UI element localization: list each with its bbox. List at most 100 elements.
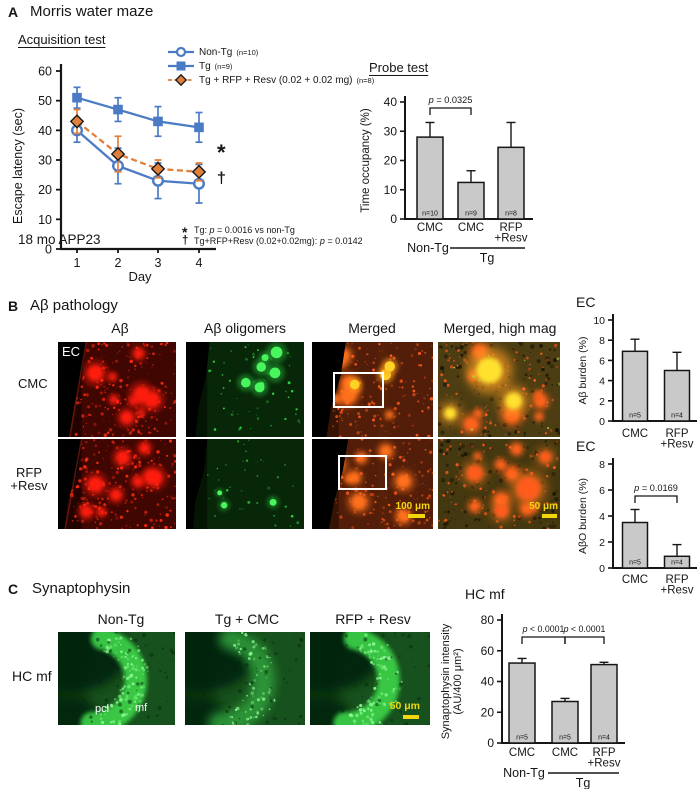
col-header-nontg: Non-Tg [97, 611, 145, 627]
svg-text:p < 0.0001: p < 0.0001 [563, 624, 606, 634]
svg-text:40: 40 [38, 124, 52, 138]
m5-texture [58, 439, 176, 529]
bar [590, 663, 618, 744]
col-header-rfp-resv: RFP + Resv [335, 611, 411, 627]
bar [497, 146, 525, 220]
svg-text:n=4: n=4 [598, 735, 610, 742]
inner-label-mf: mf [135, 702, 148, 714]
svg-text:†: † [182, 235, 188, 247]
mc3-texture [310, 632, 430, 725]
scalebar-c-label: 50 μm [389, 700, 420, 712]
svg-text:Aβ burden (%): Aβ burden (%) [577, 337, 589, 405]
svg-text:8: 8 [599, 335, 605, 347]
legend-label-tg: Tg [199, 60, 211, 72]
panel-b-title: Aβ pathology [30, 297, 118, 314]
panel-c-title: Synaptophysin [32, 580, 131, 597]
svg-text:2: 2 [599, 537, 605, 549]
svg-text:n=4: n=4 [671, 560, 683, 567]
svg-text:60: 60 [38, 65, 52, 79]
bar [508, 662, 536, 744]
region-tag-ec: EC [62, 344, 81, 359]
svg-text:n=5: n=5 [629, 413, 641, 420]
micro-hippo-nontg [58, 632, 175, 725]
micro-rfp-abeta [58, 439, 176, 529]
svg-text:10: 10 [593, 315, 605, 327]
series-open-circle [76, 129, 200, 185]
m4-texture [438, 342, 560, 437]
svg-text:n=5: n=5 [559, 735, 571, 742]
svg-text:Tg: Tg [576, 776, 591, 789]
legend-label-nontg: Non-Tg [199, 46, 233, 58]
svg-text:+Resv: +Resv [495, 233, 528, 245]
row-label-cmc: CMC [18, 376, 48, 391]
svg-text:Tg: p = 0.0016 vs non-Tg: Tg: p = 0.0016 vs non-Tg [194, 225, 295, 235]
acquisition-svg: 0 10 20 30 40 50 60 1 2 3 4 Day Escape latency (sec)… [11, 64, 387, 284]
mc2-texture [185, 632, 305, 725]
panel-a-label: A [8, 4, 19, 20]
svg-text:CMC: CMC [509, 747, 535, 759]
legend-row-nontg: Non-Tg (n=10) [168, 46, 374, 58]
svg-text:RFP: RFP [666, 574, 689, 586]
col-header-merged: Merged [348, 320, 396, 336]
svg-text:Non-Tg: Non-Tg [407, 241, 449, 255]
svg-text:Time occupancy (%): Time occupancy (%) [360, 108, 372, 213]
svg-text:4: 4 [196, 256, 203, 270]
panel-a-title: Morris water maze [30, 3, 154, 20]
col-header-abeta-oligomers: Aβ oligomers [204, 320, 286, 336]
legend-n-nontg: (n=10) [236, 47, 259, 57]
panel-b-label: B [8, 298, 19, 314]
svg-text:RFP: RFP [593, 747, 616, 759]
legend-row-tg: Tg (n=9) [168, 60, 374, 72]
svg-text:30: 30 [38, 154, 52, 168]
m2-texture [186, 342, 304, 437]
m3-texture [312, 342, 433, 437]
svg-text:n=5: n=5 [629, 560, 641, 567]
bar [551, 700, 579, 744]
svg-text:30: 30 [384, 124, 398, 138]
hcmf-bar-chart: 0 20 40 60 80 Synaptophysin intensity (AU/400 … [435, 583, 683, 790]
svg-text:60: 60 [481, 644, 495, 658]
svg-text:2: 2 [599, 396, 605, 408]
col-header-abeta: Aβ [111, 320, 129, 336]
ec_abo-svg: 0 2 4 6 8 AβO burden (%) n=5 CMC n=4 RFP+Resv p = … [577, 458, 697, 597]
series-filled-square [76, 96, 200, 129]
legend-n-tg: (n=9) [214, 61, 233, 71]
micro-rfp-merged-highmag [438, 439, 560, 529]
filled-square-marker [168, 61, 194, 71]
svg-text:0: 0 [487, 736, 494, 750]
svg-text:CMC: CMC [622, 428, 648, 440]
svg-text:p = 0.0169: p = 0.0169 [633, 483, 678, 493]
merged-roi-box-rfp [338, 455, 387, 490]
svg-text:+Resv: +Resv [661, 439, 694, 451]
legend-n-rfp-resv: (n=8) [356, 75, 375, 85]
svg-text:n=10: n=10 [422, 211, 438, 218]
svg-text:(AU/400 μm²): (AU/400 μm²) [452, 648, 464, 714]
svg-text:Tg+RFP+Resv (0.02+0.02mg): p =: Tg+RFP+Resv (0.02+0.02mg): p = 0.0142 vs… [194, 236, 362, 246]
svg-text:4: 4 [599, 511, 605, 523]
svg-text:Synaptophysin intensity: Synaptophysin intensity [440, 623, 452, 739]
svg-text:6: 6 [599, 355, 605, 367]
col-header-tg-cmc: Tg + CMC [214, 611, 280, 627]
svg-text:40: 40 [481, 675, 495, 689]
probe-svg: 0 10 20 30 40 Time occupancy (%) n=10 CMC n=9 CMC… [360, 95, 533, 265]
svg-text:2: 2 [115, 256, 122, 270]
m6-texture [186, 439, 304, 529]
col-header-merged-highmag: Merged, high mag [443, 320, 557, 336]
m8-texture [438, 439, 560, 529]
mc1-texture [58, 632, 175, 725]
svg-text:20: 20 [38, 183, 52, 197]
row-label-rfp-resv: RFP +Resv [0, 466, 58, 492]
bar [663, 555, 691, 569]
bar [621, 521, 649, 569]
panel-c-label: C [8, 581, 19, 597]
legend-label-rfp-resv: Tg + RFP + Resv (0.02 + 0.02 mg) [199, 74, 353, 86]
svg-text:20: 20 [384, 154, 398, 168]
micro-hippo-rfp-resv [310, 632, 430, 725]
svg-text:n=4: n=4 [671, 413, 683, 420]
ec-abeta-chart-title: EC [576, 294, 596, 310]
svg-text:18 mo APP23: 18 mo APP23 [18, 232, 101, 247]
bar [416, 136, 444, 220]
svg-text:4: 4 [599, 376, 605, 388]
legend-row-rfp-resv: Tg + RFP + Resv (0.02 + 0.02 mg) (n=8) [168, 74, 374, 86]
